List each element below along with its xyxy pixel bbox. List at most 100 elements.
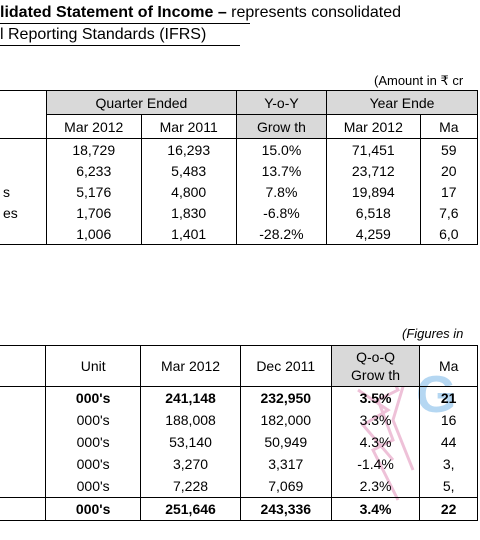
statement-subtitle: l Reporting Standards (IFRS) — [0, 26, 207, 43]
cell: 6,518 — [326, 202, 421, 223]
cell: 7,6 — [419, 202, 479, 223]
cell: 4.3% — [330, 431, 421, 453]
header-cell: Mar 2011 — [140, 114, 237, 139]
row-label — [0, 453, 47, 475]
table-row: es 1,706 1,830 -6.8% 6,518 7,6 — [0, 202, 479, 223]
cell: 7,228 — [140, 475, 241, 498]
cell: 4,800 — [140, 181, 237, 202]
table-row: 000's 241,148 232,950 3.5% 21 — [0, 386, 478, 409]
cell: 16,293 — [140, 138, 237, 160]
table-row: 6,233 5,483 13.7% 23,712 20 — [0, 160, 479, 181]
cell: 50,949 — [239, 431, 332, 453]
cell: 3.5% — [330, 386, 421, 409]
cell: 71,451 — [326, 138, 421, 160]
cell: 3.3% — [330, 409, 421, 431]
figures-note: (Figures in — [402, 326, 464, 341]
cell: 000's — [45, 497, 142, 521]
cell: 4,259 — [326, 223, 421, 245]
total-row: 000's 251,646 243,336 3.4% 22 — [0, 497, 478, 521]
qoq-header-line2: Grow th — [351, 367, 401, 383]
cell: 241,148 — [140, 386, 241, 409]
table-row: s 5,176 4,800 7.8% 19,894 17 — [0, 181, 479, 202]
cell: 20 — [419, 160, 479, 181]
cell: 6,233 — [45, 160, 142, 181]
cell: 23,712 — [326, 160, 421, 181]
mar-2012-header: Mar 2012 — [140, 345, 241, 387]
table-header-row: Quarter Ended Y-o-Y Year Ende — [0, 90, 478, 139]
cell: 19,894 — [326, 181, 421, 202]
cell: 3,270 — [140, 453, 241, 475]
cell: 251,646 — [140, 497, 241, 521]
table-row: 000's 188,008 182,000 3.3% 16 — [0, 409, 478, 431]
header-cell: Ma — [419, 114, 479, 139]
cell: 000's — [45, 386, 142, 409]
cell: 44 — [419, 431, 478, 453]
statement-title-bold: lidated Statement of Income – — [0, 4, 227, 21]
table-row: 1,006 1,401 -28.2% 4,259 6,0 — [0, 223, 479, 245]
cell: 7,069 — [239, 475, 332, 498]
cell: -1.4% — [330, 453, 421, 475]
row-label — [0, 475, 47, 498]
cell: 21 — [419, 386, 478, 409]
cell: -6.8% — [235, 202, 328, 223]
cell: 000's — [45, 475, 142, 498]
yoy-header: Y-o-Y — [235, 90, 328, 115]
cell: 18,729 — [45, 138, 142, 160]
cell: 232,950 — [239, 386, 332, 409]
table-row: 000's 53,140 50,949 4.3% 44 — [0, 431, 478, 453]
cell: 53,140 — [140, 431, 241, 453]
row-label — [0, 138, 47, 160]
cell: 5,176 — [45, 181, 142, 202]
cell: 59 — [419, 138, 479, 160]
cell: 13.7% — [235, 160, 328, 181]
statement-title-rest: represents consolidated — [226, 4, 402, 21]
row-label — [0, 409, 47, 431]
year-ended-header: Year Ende — [326, 90, 478, 115]
qoq-growth-header: Q-o-Q Grow th — [330, 345, 421, 387]
income-table: Quarter Ended Y-o-Y Year Ende Mar 2012 M… — [0, 90, 479, 245]
cell: 15.0% — [235, 138, 328, 160]
cell: 000's — [45, 453, 142, 475]
cell: 188,008 — [140, 409, 241, 431]
cell: 000's — [45, 431, 142, 453]
statement-title: lidated Statement of Income – represents… — [0, 4, 401, 22]
row-label — [0, 431, 47, 453]
row-label — [0, 160, 47, 181]
cell: 5,483 — [140, 160, 237, 181]
cell: 1,006 — [45, 223, 142, 245]
subtitle-underline — [0, 45, 240, 46]
table-header-row: Unit Mar 2012 Dec 2011 Q-o-Q Grow th Ma — [0, 345, 478, 387]
cell: 243,336 — [239, 497, 332, 521]
header-cell: Mar 2012 — [45, 114, 142, 139]
cell: 000's — [45, 409, 142, 431]
cell: 6,0 — [419, 223, 479, 245]
unit-header: Unit — [45, 345, 142, 387]
row-label — [0, 386, 47, 409]
row-label: s — [0, 181, 47, 202]
cell: 5, — [419, 475, 478, 498]
qoq-header-line1: Q-o-Q — [356, 349, 395, 365]
cell: 17 — [419, 181, 479, 202]
table-row: 000's 3,270 3,317 -1.4% 3, — [0, 453, 478, 475]
cell: -28.2% — [235, 223, 328, 245]
cell: 1,401 — [140, 223, 237, 245]
amount-note: (Amount in ₹ cr — [374, 73, 464, 88]
subscriber-table: Unit Mar 2012 Dec 2011 Q-o-Q Grow th Ma 0… — [0, 345, 478, 521]
label-header-cell — [0, 345, 47, 387]
cell: 2.3% — [330, 475, 421, 498]
cell: 182,000 — [239, 409, 332, 431]
cell: 1,706 — [45, 202, 142, 223]
header-cell: Mar 2012 — [326, 114, 421, 139]
header-cell: Ma — [419, 345, 478, 387]
title-underline — [0, 23, 250, 24]
label-header-cell — [0, 90, 47, 139]
table-row: 000's 7,228 7,069 2.3% 5, — [0, 475, 478, 498]
dec-2011-header: Dec 2011 — [239, 345, 332, 387]
quarter-ended-header: Quarter Ended — [45, 90, 237, 115]
cell: 3,317 — [239, 453, 332, 475]
header-cell: Grow th — [235, 114, 328, 139]
cell: 22 — [419, 497, 478, 521]
row-label: es — [0, 202, 47, 223]
table-row: 18,729 16,293 15.0% 71,451 59 — [0, 138, 479, 160]
table-subheader-row: Mar 2012 Mar 2011 Grow th Mar 2012 Ma — [0, 114, 479, 139]
